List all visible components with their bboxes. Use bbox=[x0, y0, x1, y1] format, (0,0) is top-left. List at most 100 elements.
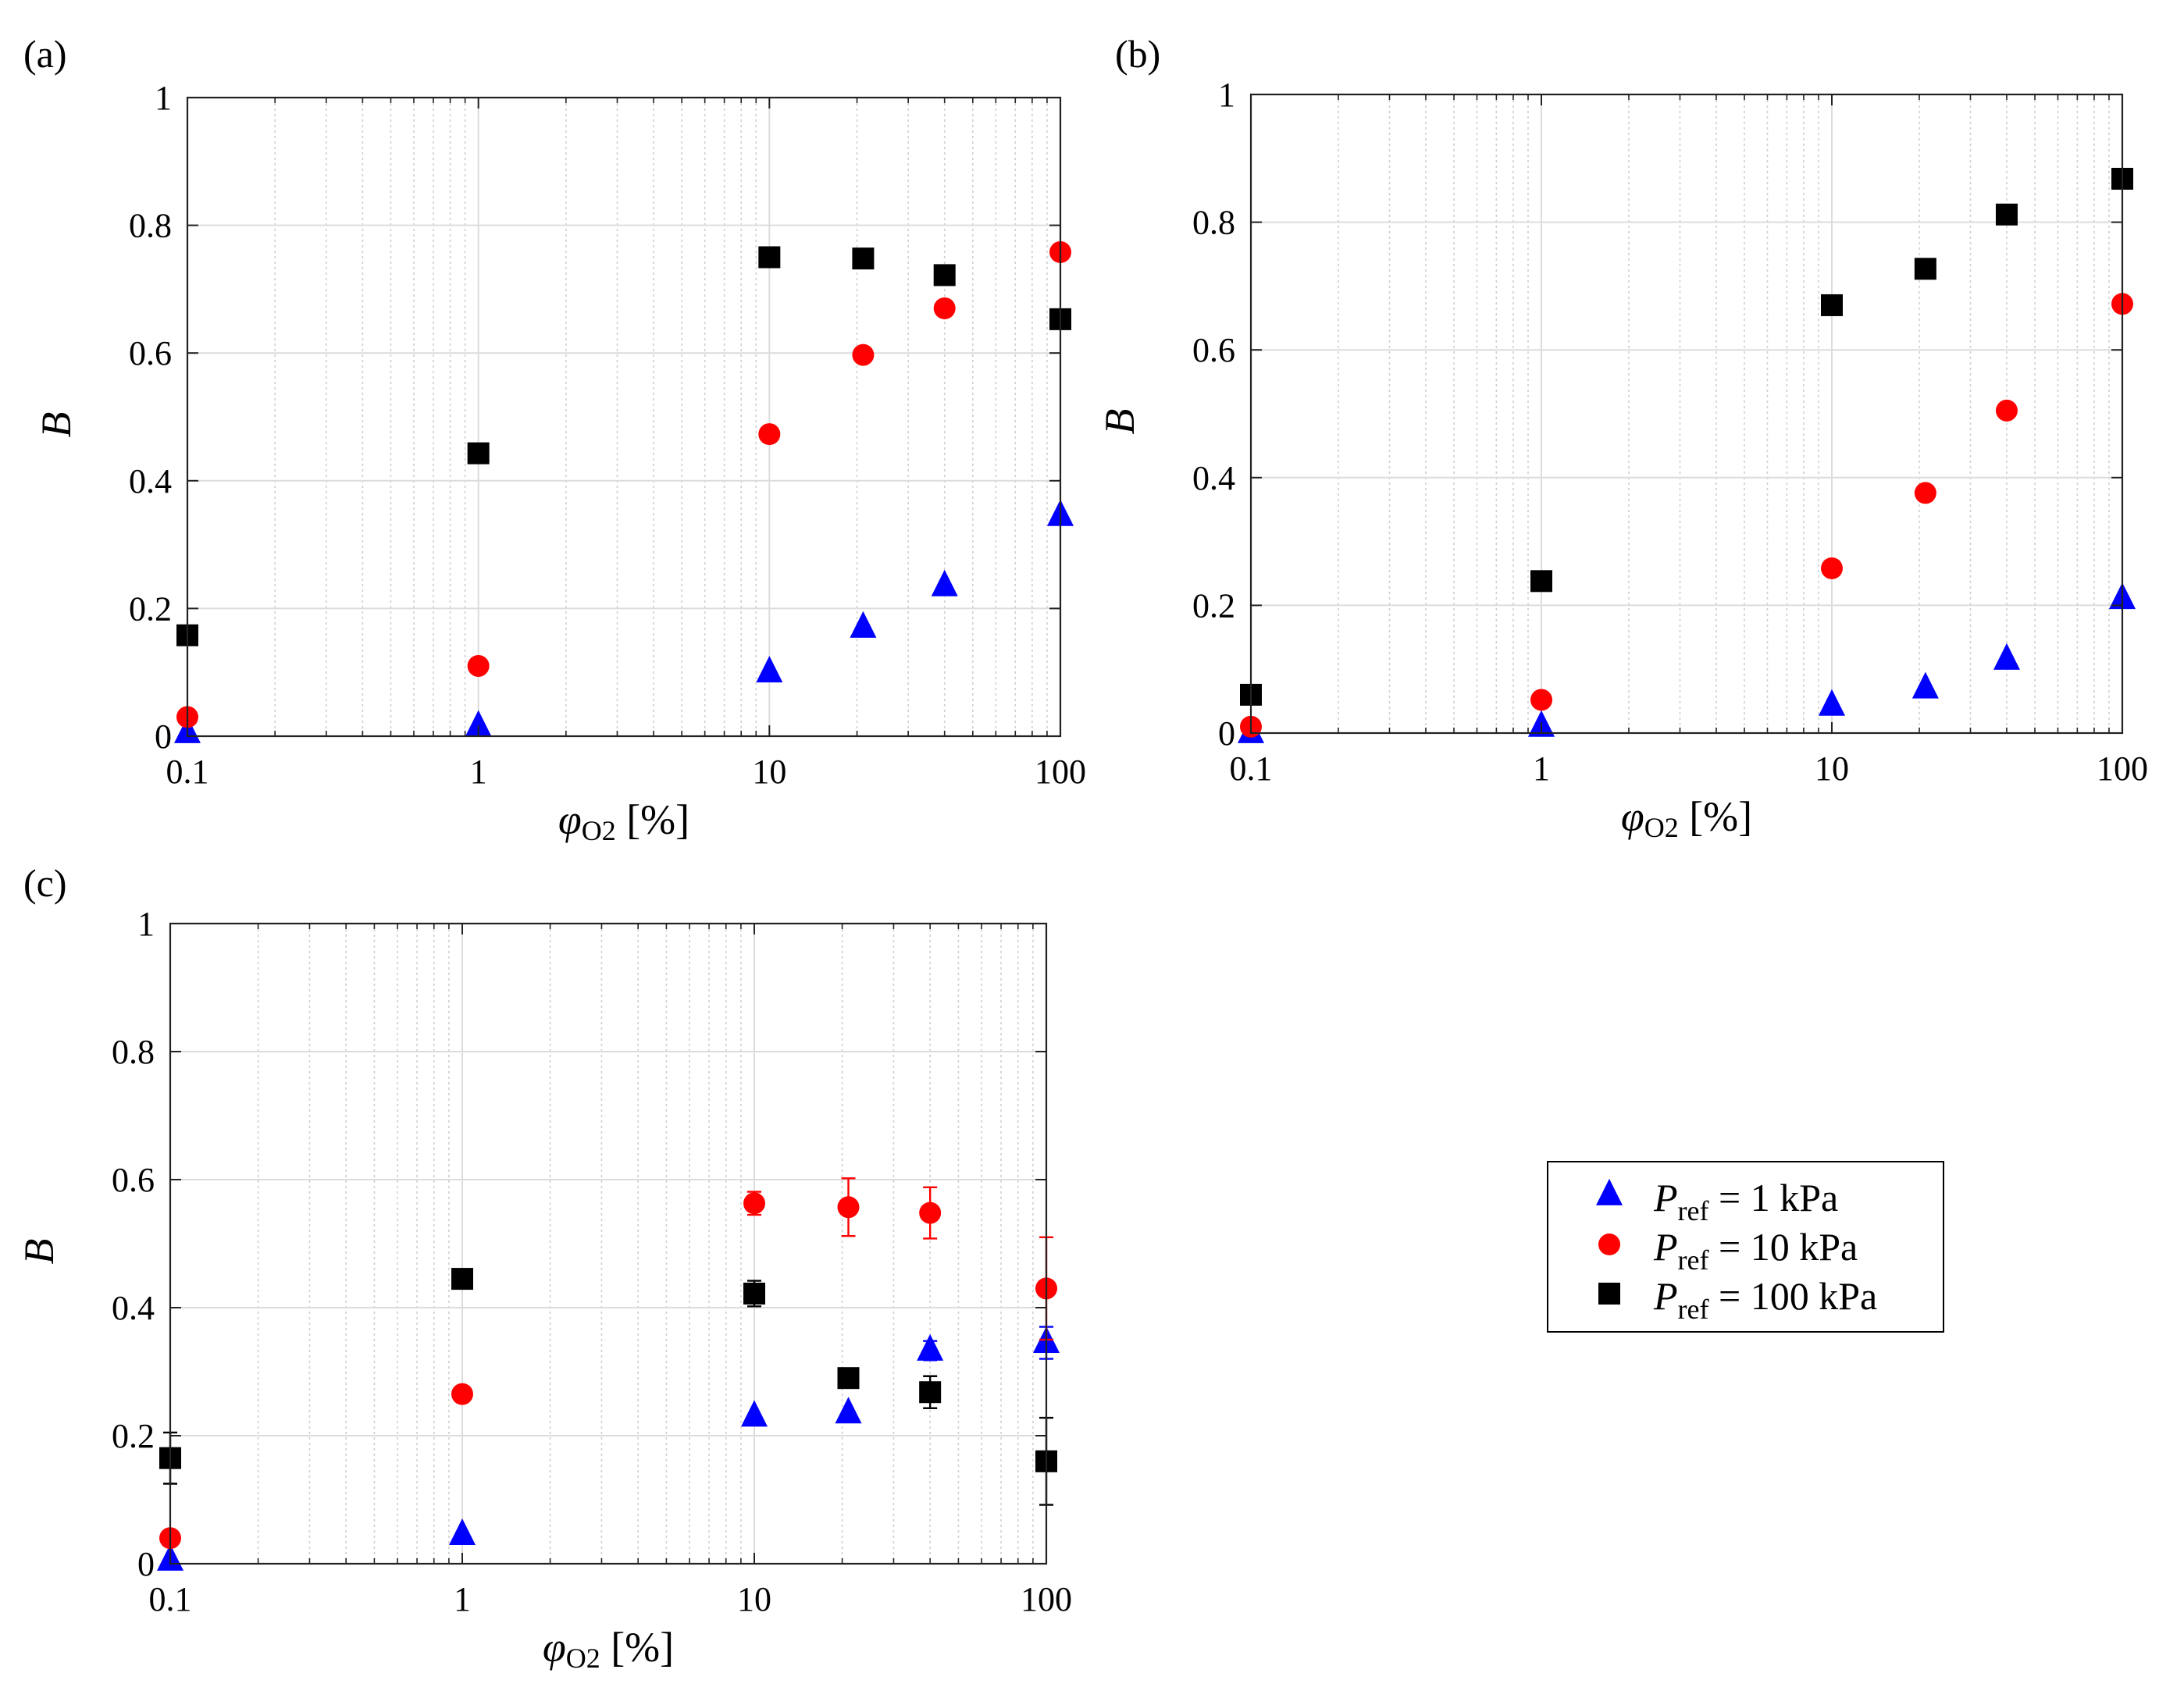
data-point bbox=[465, 710, 492, 737]
y-tick-label: 0.2 bbox=[129, 589, 172, 628]
panel-c-frame bbox=[169, 922, 1048, 1565]
y-tick-label: 0.8 bbox=[112, 1033, 155, 1071]
data-point bbox=[743, 1282, 765, 1305]
axes-frame bbox=[1249, 93, 2124, 735]
panel-a-x-tick-labels: 0.1 1 10 100 bbox=[166, 753, 1087, 791]
data-point bbox=[835, 1397, 862, 1424]
y-tick-label: 0.4 bbox=[1192, 459, 1235, 497]
panel-b-label: (b) bbox=[1115, 32, 1160, 76]
y-tick-label: 0.4 bbox=[129, 462, 172, 500]
panel-a-marks bbox=[174, 240, 1074, 743]
data-point bbox=[852, 247, 875, 270]
x-axis-unit: [%] bbox=[1679, 793, 1752, 840]
data-point bbox=[1530, 689, 1552, 711]
data-point bbox=[852, 344, 875, 366]
panel-c-x-tick-labels: 0.1 1 10 100 bbox=[149, 1580, 1073, 1618]
panel-b-x-tick-labels: 0.1 1 10 100 bbox=[1230, 749, 2149, 788]
x-tick-label: 0.1 bbox=[166, 753, 209, 791]
panel-a-x-axis-title: φO2 [%] bbox=[558, 796, 689, 846]
panel-c-label: (c) bbox=[23, 861, 67, 905]
x-tick-label: 100 bbox=[1021, 1580, 1072, 1618]
y-tick-label: 0 bbox=[137, 1545, 155, 1583]
legend: Pref = 1 kPa Pref = 10 kPa Pref = 100 kP… bbox=[1547, 1161, 1944, 1333]
panel-b-grid bbox=[1250, 94, 2123, 734]
data-point bbox=[837, 1367, 860, 1390]
axes-frame bbox=[169, 922, 1048, 1565]
x-axis-subscript: O2 bbox=[1644, 812, 1679, 843]
panel-a-y-tick-labels: 0 0.2 0.4 0.6 0.8 1 bbox=[129, 79, 172, 756]
panel-b-y-tick-labels: 0 0.2 0.4 0.6 0.8 1 bbox=[1192, 76, 1235, 753]
data-point bbox=[743, 1192, 765, 1215]
y-tick-label: 0.8 bbox=[1192, 204, 1235, 242]
x-tick-label: 1 bbox=[470, 753, 487, 791]
data-point bbox=[1993, 643, 2020, 670]
panel-a-y-axis-title: B bbox=[33, 412, 80, 438]
panel-b-marks bbox=[1238, 167, 2136, 743]
y-tick-label: 0.8 bbox=[129, 207, 172, 245]
panel-a: (a) 0.1 1 10 100 0 0.2 0.4 0.6 0.8 1 φO2… bbox=[23, 32, 1086, 846]
data-point bbox=[1995, 399, 2018, 422]
data-point bbox=[467, 655, 490, 678]
y-tick-label: 0 bbox=[155, 717, 172, 756]
data-point bbox=[837, 1196, 860, 1219]
legend-entry-100kpa: Pref = 100 kPa bbox=[1653, 1274, 1877, 1325]
x-tick-label: 10 bbox=[737, 1580, 771, 1618]
data-point bbox=[917, 1333, 944, 1361]
x-tick-label: 0.1 bbox=[149, 1580, 192, 1618]
panel-c-y-axis-title: B bbox=[16, 1239, 62, 1265]
x-axis-symbol: φ bbox=[543, 1624, 566, 1671]
y-tick-label: 0.6 bbox=[129, 334, 172, 372]
y-tick-label: 0.4 bbox=[112, 1289, 155, 1327]
x-tick-label: 100 bbox=[1035, 753, 1086, 791]
legend-entry-10kpa: Pref = 10 kPa bbox=[1653, 1225, 1858, 1276]
legend-marker-square bbox=[1598, 1283, 1620, 1305]
panel-a-frame bbox=[186, 96, 1062, 738]
y-tick-label: 0.6 bbox=[112, 1161, 155, 1199]
data-point bbox=[919, 1381, 942, 1404]
data-point bbox=[451, 1383, 473, 1405]
x-axis-subscript: O2 bbox=[566, 1643, 600, 1674]
data-point bbox=[931, 569, 958, 596]
panel-c-x-axis-title: φO2 [%] bbox=[543, 1624, 674, 1674]
data-point bbox=[758, 423, 781, 446]
x-tick-label: 10 bbox=[1815, 749, 1849, 788]
panel-b-x-axis-title: φO2 [%] bbox=[1621, 793, 1752, 843]
data-point bbox=[1821, 294, 1843, 316]
data-point bbox=[1995, 203, 2018, 226]
y-tick-label: 0.2 bbox=[1192, 586, 1235, 625]
data-point bbox=[741, 1400, 768, 1427]
data-point bbox=[850, 610, 877, 638]
legend-marker-circle bbox=[1598, 1233, 1620, 1255]
data-point bbox=[933, 297, 956, 319]
data-point bbox=[1914, 482, 1936, 504]
legend-marker-triangle bbox=[1596, 1178, 1623, 1205]
legend-markers bbox=[1596, 1178, 1623, 1305]
x-tick-label: 10 bbox=[752, 753, 786, 791]
panel-c-grid bbox=[169, 923, 1047, 1565]
panel-a-grid bbox=[187, 97, 1061, 737]
x-tick-label: 1 bbox=[454, 1580, 471, 1618]
x-tick-label: 0.1 bbox=[1230, 749, 1273, 788]
y-tick-label: 1 bbox=[155, 79, 172, 117]
data-point bbox=[449, 1518, 476, 1546]
data-point bbox=[919, 1201, 942, 1224]
y-tick-label: 1 bbox=[1218, 76, 1235, 114]
x-axis-unit: [%] bbox=[600, 1624, 674, 1671]
x-tick-label: 100 bbox=[2097, 749, 2148, 788]
data-point bbox=[933, 264, 956, 287]
axes-frame bbox=[186, 96, 1062, 738]
panel-b-y-axis-title: B bbox=[1096, 409, 1143, 435]
x-axis-unit: [%] bbox=[616, 796, 689, 843]
data-point bbox=[1821, 557, 1843, 579]
data-point bbox=[467, 442, 490, 465]
data-point bbox=[1819, 689, 1845, 716]
x-axis-symbol: φ bbox=[1621, 793, 1644, 840]
data-point bbox=[758, 246, 781, 269]
panel-c-marks bbox=[157, 1177, 1060, 1571]
data-point bbox=[1911, 671, 1939, 699]
panel-a-label: (a) bbox=[23, 32, 67, 76]
data-point bbox=[1530, 570, 1552, 593]
data-point bbox=[451, 1268, 473, 1290]
y-tick-label: 0 bbox=[1218, 714, 1235, 753]
